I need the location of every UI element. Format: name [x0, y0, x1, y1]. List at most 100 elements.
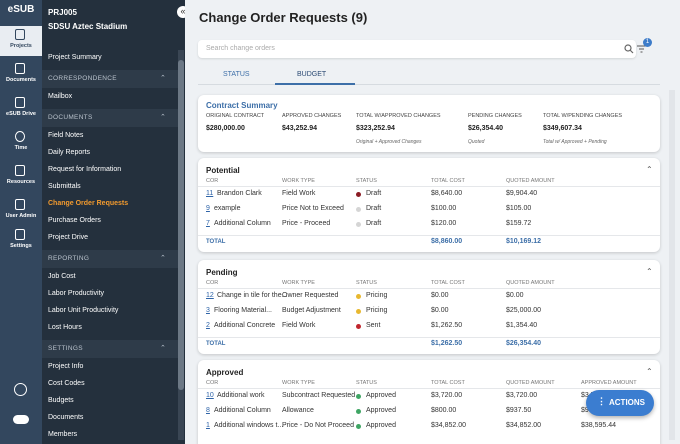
- status-text: Pricing: [366, 307, 388, 314]
- menu-item[interactable]: Cost Codes: [48, 380, 85, 387]
- cell-quoted-amount: $9,904.40: [506, 190, 538, 197]
- cell-total-cost: $100.00: [431, 205, 457, 212]
- summary-label: ORIGINAL CONTRACT: [206, 113, 265, 119]
- search-bar[interactable]: Search change orders: [198, 40, 636, 58]
- menu-item[interactable]: Submittals: [48, 183, 81, 190]
- group-title: Approved: [206, 368, 244, 377]
- rail-item[interactable]: Time: [0, 128, 42, 158]
- menu-item[interactable]: Project Drive: [48, 234, 89, 241]
- menu-item[interactable]: Job Cost: [48, 273, 76, 280]
- rail-icon: [15, 97, 25, 108]
- cor-number[interactable]: 2: [206, 322, 210, 329]
- summary-value: $43,252.94: [282, 125, 318, 132]
- cor-name: Flooring Material...: [214, 307, 272, 314]
- section-label: REPORTING: [48, 255, 90, 262]
- menu-item[interactable]: Daily Reports: [48, 149, 91, 156]
- section-label: SETTINGS: [48, 345, 83, 352]
- actions-button[interactable]: ⋮ ACTIONS: [586, 390, 654, 416]
- menu-item[interactable]: Labor Unit Productivity: [48, 307, 119, 314]
- cor-name: Brandon Clark: [217, 190, 262, 197]
- rail-item[interactable]: User Admin: [0, 196, 42, 226]
- status-text: Draft: [366, 220, 382, 227]
- status-text: Sent: [366, 322, 381, 329]
- cor-number[interactable]: 12: [206, 292, 214, 299]
- cor-number[interactable]: 1: [206, 422, 210, 429]
- menu-section: CORRESPONDENCE ⌃: [42, 70, 178, 88]
- tab[interactable]: STATUS: [223, 71, 250, 78]
- rail-icon: [15, 63, 25, 74]
- menu-item[interactable]: Field Notes: [48, 132, 84, 139]
- summary-label: PENDING CHANGES: [468, 113, 522, 119]
- rail-label: User Admin: [5, 213, 37, 219]
- chat-icon[interactable]: [13, 415, 29, 424]
- cell-work-type: Field Work: [282, 322, 316, 329]
- section-caret[interactable]: ⌃: [160, 345, 166, 352]
- group-caret[interactable]: ⌃: [646, 267, 653, 276]
- group-card: Pending ⌃ COR WORK TYPE STATUS TOTAL COST QUOT…: [198, 260, 660, 354]
- menu-item[interactable]: Project Summary: [48, 54, 102, 61]
- group-caret[interactable]: ⌃: [646, 367, 653, 376]
- rail-item[interactable]: Resources: [0, 162, 42, 192]
- cor-number[interactable]: 3: [206, 307, 210, 314]
- rail-item[interactable]: Settings: [0, 226, 42, 256]
- menu-item[interactable]: Members: [48, 431, 78, 438]
- cell-quoted-amount: $34,852.00: [506, 422, 542, 429]
- cell-work-type: Budget Adjustment: [282, 307, 341, 314]
- menu-item[interactable]: Lost Hours: [48, 324, 82, 331]
- status-dot: [356, 423, 361, 429]
- rail-label: Documents: [6, 77, 36, 83]
- status-dot: [356, 308, 361, 314]
- cell-work-type: Subcontract Requested: [282, 392, 356, 399]
- menu-item[interactable]: Documents: [48, 414, 84, 421]
- summary-label: TOTAL W/APPROVED CHANGES: [356, 113, 441, 119]
- tab[interactable]: BUDGET: [297, 71, 327, 78]
- group-caret[interactable]: ⌃: [646, 165, 653, 174]
- group-card: Approved ⌃ COR WORK TYPE STATUS TOTAL COST QUO…: [198, 360, 660, 444]
- menu-item[interactable]: Purchase Orders: [48, 217, 101, 224]
- rail-item[interactable]: Projects: [0, 26, 42, 56]
- cell-work-type: Price - Proceed: [282, 220, 331, 227]
- menu-item[interactable]: Mailbox: [48, 93, 73, 100]
- rail-label: eSUB Drive: [6, 111, 36, 117]
- cor-number[interactable]: 10: [206, 392, 214, 399]
- menu-item[interactable]: Budgets: [48, 397, 74, 404]
- group-card: Potential ⌃ COR WORK TYPE STATUS TOTAL COST QU…: [198, 158, 660, 252]
- column-header: WORK TYPE: [282, 380, 315, 386]
- menu-item[interactable]: Change Order Requests: [48, 200, 129, 207]
- project-sidebar: PRJ005 SDSU Aztec Stadium Project Summar…: [42, 0, 185, 444]
- section-caret[interactable]: ⌃: [160, 114, 166, 121]
- menu-item[interactable]: Project Info: [48, 363, 84, 370]
- rail-label: Settings: [10, 243, 32, 249]
- cor-number[interactable]: 7: [206, 220, 210, 227]
- cor-number[interactable]: 8: [206, 407, 210, 414]
- cell-work-type: Allowance: [282, 407, 314, 414]
- cell-quoted-amount: $0.00: [506, 292, 524, 299]
- menu-item[interactable]: Request for Information: [48, 166, 122, 173]
- summary-note: Total w/ Approved + Pending: [543, 139, 607, 145]
- section-caret[interactable]: ⌃: [160, 75, 166, 82]
- actions-label: ACTIONS: [609, 398, 645, 407]
- section-caret[interactable]: ⌃: [160, 255, 166, 262]
- group-title: Potential: [206, 166, 240, 175]
- column-header: COR: [206, 380, 219, 386]
- cor-number[interactable]: 9: [206, 205, 210, 212]
- rail-item[interactable]: eSUB Drive: [0, 94, 42, 124]
- status-dot: [356, 393, 361, 399]
- rail-icon: [15, 229, 25, 240]
- column-header: TOTAL COST: [431, 178, 465, 184]
- cell-work-type: Price - Do Not Proceed: [282, 422, 354, 429]
- cell-quoted-amount: $3,720.00: [506, 392, 538, 399]
- summary-value: $323,252.94: [356, 125, 395, 132]
- rail-icon: [15, 165, 25, 176]
- scroll-thumb: [178, 60, 184, 390]
- column-header: WORK TYPE: [282, 280, 315, 286]
- search-icon: [624, 44, 634, 54]
- user-icon[interactable]: [14, 383, 27, 396]
- rail-label: Projects: [10, 43, 32, 49]
- menu-item[interactable]: Labor Productivity: [48, 290, 105, 297]
- rail-item[interactable]: Documents: [0, 60, 42, 90]
- menu-section: DOCUMENTS ⌃: [42, 109, 178, 127]
- cor-number[interactable]: 11: [206, 190, 214, 197]
- contract-summary-card: Contract Summary ORIGINAL CONTRACT $280,0…: [198, 95, 660, 152]
- column-header: QUOTED AMOUNT: [506, 280, 555, 286]
